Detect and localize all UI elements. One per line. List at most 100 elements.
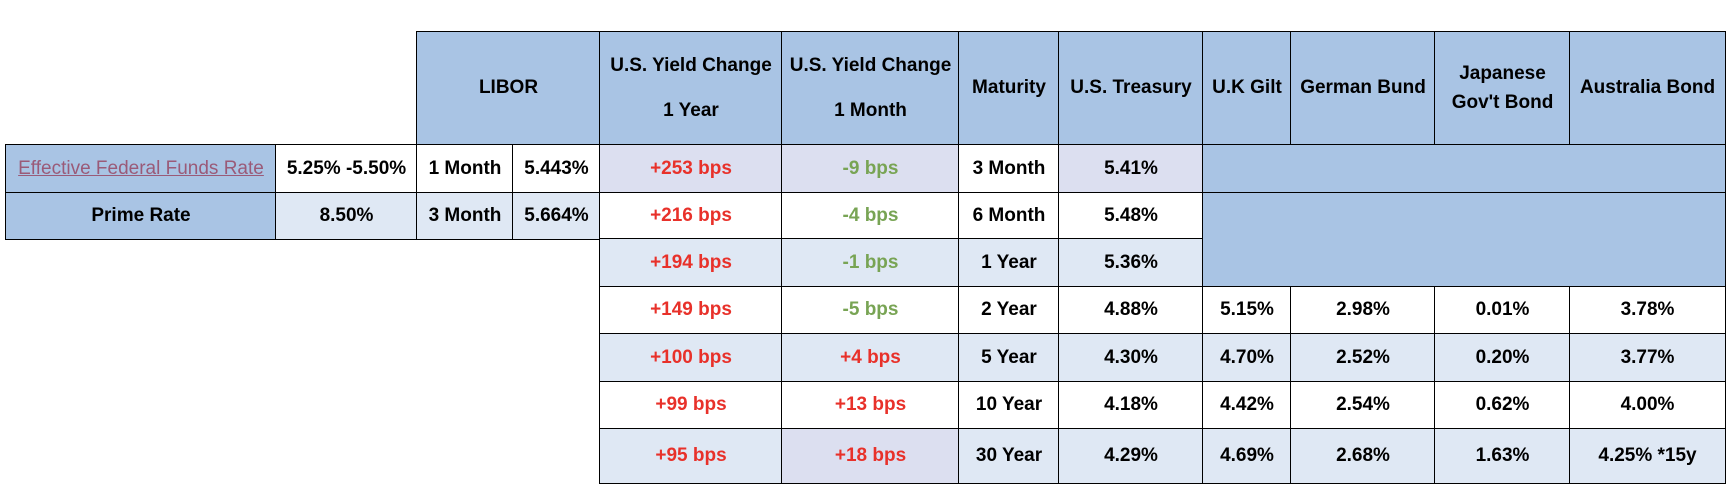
prime-label-text: Prime Rate (91, 204, 191, 226)
us-treasury-value: 4.29% (1104, 444, 1158, 466)
uk-gilt-cell: 4.69% (1202, 428, 1292, 484)
effr-value-text: 5.25% -5.50% (286, 157, 407, 179)
us-treasury-cell: 4.18% (1058, 381, 1204, 430)
libor-rate-2-text: 5.664% (524, 204, 589, 226)
libor-rate-2: 5.664% (512, 192, 601, 240)
maturity-value: 6 Month (972, 204, 1046, 226)
header-japanese-line2: Gov't Bond (1451, 91, 1554, 113)
australia-bond-cell: 4.25% *15y (1569, 428, 1726, 484)
header-yield-1m-line2: 1 Month (834, 99, 907, 121)
yield-1m-cell: -4 bps (781, 192, 960, 240)
maturity-cell: 10 Year (958, 381, 1060, 430)
german-bund-cell: 2.68% (1290, 428, 1436, 484)
header-libor-label: LIBOR (478, 77, 539, 99)
yield-1y-value: +253 bps (650, 157, 732, 179)
maturity-value: 1 Year (981, 251, 1037, 273)
yield-1m-cell: +4 bps (781, 333, 960, 383)
header-yield-1y: U.S. Yield Change 1 Year (599, 31, 783, 146)
australia-bond-cell: 3.78% (1569, 286, 1726, 335)
yield-1y-cell: +149 bps (599, 286, 783, 335)
us-treasury-value: 5.36% (1104, 251, 1158, 273)
german-bund-value: 2.98% (1336, 299, 1390, 321)
yield-1m-cell: -9 bps (781, 144, 960, 194)
header-yield-1y-line1: U.S. Yield Change (610, 54, 772, 76)
effr-label-cell: Effective Federal Funds Rate (5, 144, 277, 194)
yield-1m-value: +13 bps (834, 394, 907, 416)
maturity-cell: 30 Year (958, 428, 1060, 484)
yield-1y-cell: +216 bps (599, 192, 783, 240)
japanese-bond-value: 0.01% (1475, 299, 1530, 321)
maturity-cell: 5 Year (958, 333, 1060, 383)
header-australia-label: Australia Bond (1579, 77, 1716, 99)
australia-bond-value: 4.00% (1620, 394, 1675, 416)
yield-1y-value: +100 bps (650, 346, 732, 368)
header-uk-gilt: U.K Gilt (1202, 31, 1292, 146)
uk-gilt-value: 4.69% (1220, 444, 1274, 466)
us-treasury-cell: 5.48% (1058, 192, 1204, 240)
prime-value-text: 8.50% (319, 204, 374, 226)
empty-intl-block-bottom (1202, 192, 1726, 288)
maturity-value: 30 Year (975, 444, 1043, 466)
australia-bond-value: 4.25% *15y (1598, 444, 1697, 466)
yield-1m-value: +4 bps (840, 346, 901, 368)
maturity-value: 3 Month (972, 157, 1046, 179)
german-bund-cell: 2.54% (1290, 381, 1436, 430)
maturity-cell: 1 Year (958, 238, 1060, 288)
header-german-bund-label: German Bund (1300, 77, 1426, 99)
libor-rate-1: 5.443% (512, 144, 601, 194)
japanese-bond-cell: 0.01% (1434, 286, 1571, 335)
german-bund-cell: 2.52% (1290, 333, 1436, 383)
maturity-value: 2 Year (981, 299, 1037, 321)
header-yield-1y-line2: 1 Year (663, 99, 719, 121)
yield-1y-cell: +95 bps (599, 428, 783, 484)
yield-1y-value: +99 bps (655, 394, 727, 416)
japanese-bond-cell: 0.20% (1434, 333, 1571, 383)
libor-rate-1-text: 5.443% (524, 157, 589, 179)
us-treasury-value: 4.18% (1104, 394, 1158, 416)
yield-1y-cell: +99 bps (599, 381, 783, 430)
yield-1y-cell: +194 bps (599, 238, 783, 288)
uk-gilt-cell: 5.15% (1202, 286, 1292, 335)
us-treasury-cell: 5.36% (1058, 238, 1204, 288)
japanese-bond-value: 1.63% (1475, 444, 1530, 466)
yield-1y-value: +216 bps (650, 204, 732, 226)
yield-1y-value: +95 bps (655, 444, 727, 466)
yield-1m-cell: -5 bps (781, 286, 960, 335)
maturity-cell: 3 Month (958, 144, 1060, 194)
yield-1m-cell: +18 bps (781, 428, 960, 484)
effr-link[interactable]: Effective Federal Funds Rate (18, 157, 264, 179)
us-treasury-value: 5.48% (1104, 204, 1158, 226)
header-us-treasury: U.S. Treasury (1058, 31, 1204, 146)
us-treasury-cell: 4.29% (1058, 428, 1204, 484)
japanese-bond-cell: 0.62% (1434, 381, 1571, 430)
australia-bond-cell: 4.00% (1569, 381, 1726, 430)
yield-1m-value: -1 bps (842, 251, 899, 273)
us-treasury-value: 4.88% (1104, 299, 1158, 321)
us-treasury-value: 5.41% (1104, 157, 1158, 179)
uk-gilt-cell: 4.70% (1202, 333, 1292, 383)
japanese-bond-value: 0.62% (1475, 394, 1530, 416)
german-bund-value: 2.52% (1336, 346, 1390, 368)
header-maturity: Maturity (958, 31, 1060, 146)
yield-1y-value: +194 bps (650, 251, 732, 273)
uk-gilt-value: 4.42% (1220, 394, 1274, 416)
australia-bond-cell: 3.77% (1569, 333, 1726, 383)
japanese-bond-value: 0.20% (1475, 346, 1530, 368)
yield-1m-cell: -1 bps (781, 238, 960, 288)
uk-gilt-value: 5.15% (1220, 299, 1274, 321)
header-libor: LIBOR (416, 31, 601, 146)
maturity-value: 10 Year (975, 394, 1043, 416)
yield-1m-cell: +13 bps (781, 381, 960, 430)
header-japanese-line1: Japanese (1459, 62, 1546, 84)
australia-bond-value: 3.78% (1620, 299, 1675, 321)
libor-term-1: 1 Month (416, 144, 514, 194)
yield-1m-value: -4 bps (842, 204, 899, 226)
uk-gilt-value: 4.70% (1220, 346, 1274, 368)
german-bund-cell: 2.98% (1290, 286, 1436, 335)
libor-term-2-text: 3 Month (428, 204, 502, 226)
prime-value: 8.50% (275, 192, 418, 240)
maturity-cell: 2 Year (958, 286, 1060, 335)
prime-label: Prime Rate (5, 192, 277, 240)
japanese-bond-cell: 1.63% (1434, 428, 1571, 484)
